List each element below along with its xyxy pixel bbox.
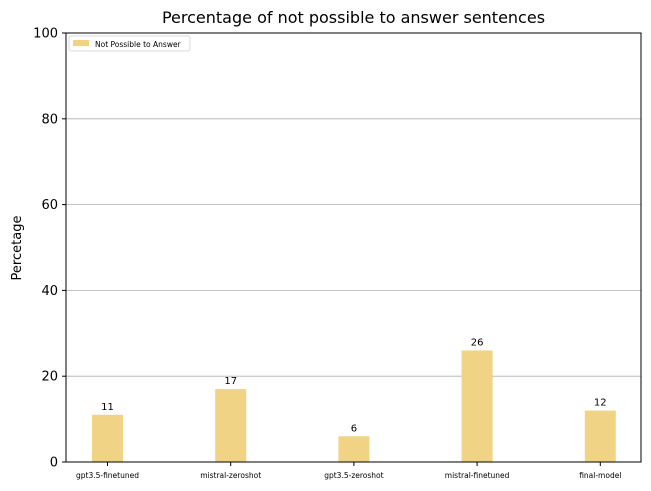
x-tick-label: gpt3.5-finetuned — [76, 471, 139, 480]
plot-frame — [65, 32, 642, 463]
legend: Not Possible to Answer — [68, 35, 191, 52]
y-tick-label: 0 — [50, 456, 58, 471]
y-axis-ticks: 0 20 40 60 80 100 — [33, 27, 66, 471]
legend-box — [68, 35, 191, 52]
y-tick-label: 80 — [41, 112, 58, 127]
legend-swatch — [73, 40, 89, 46]
y-tick-label: 40 — [41, 284, 58, 299]
bar-final-model — [584, 410, 616, 462]
bar-value-label: 17 — [224, 376, 237, 387]
x-tick-label: gpt3.5-zeroshot — [324, 471, 383, 480]
y-tick-label: 100 — [33, 27, 58, 42]
bar-value-label: 12 — [594, 398, 607, 409]
bar-value-label: 26 — [471, 337, 484, 348]
legend-label: Not Possible to Answer — [95, 40, 182, 49]
data-labels: 11 17 6 26 12 — [101, 337, 607, 434]
chart-title: Percentage of not possible to answer sen… — [162, 8, 545, 27]
y-tick-label: 60 — [41, 198, 58, 213]
x-tick-label: mistral-zeroshot — [200, 471, 261, 480]
x-tick-label: final-model — [579, 471, 621, 480]
x-tick-label: mistral-finetuned — [445, 471, 510, 480]
bars — [92, 350, 616, 462]
gridlines — [66, 118, 641, 377]
bar-value-label: 11 — [101, 402, 114, 413]
bar-value-label: 6 — [351, 423, 357, 434]
bar-mistral-zeroshot — [215, 389, 247, 462]
bar-mistral-finetuned — [461, 350, 493, 462]
bar-gpt3.5-zeroshot — [338, 436, 370, 462]
y-tick-label: 20 — [41, 370, 58, 385]
bar-gpt3.5-finetuned — [92, 414, 123, 462]
y-axis-label: Percetage — [10, 216, 25, 281]
x-axis-ticks: gpt3.5-finetuned mistral-zeroshot gpt3.5-z… — [76, 462, 621, 480]
